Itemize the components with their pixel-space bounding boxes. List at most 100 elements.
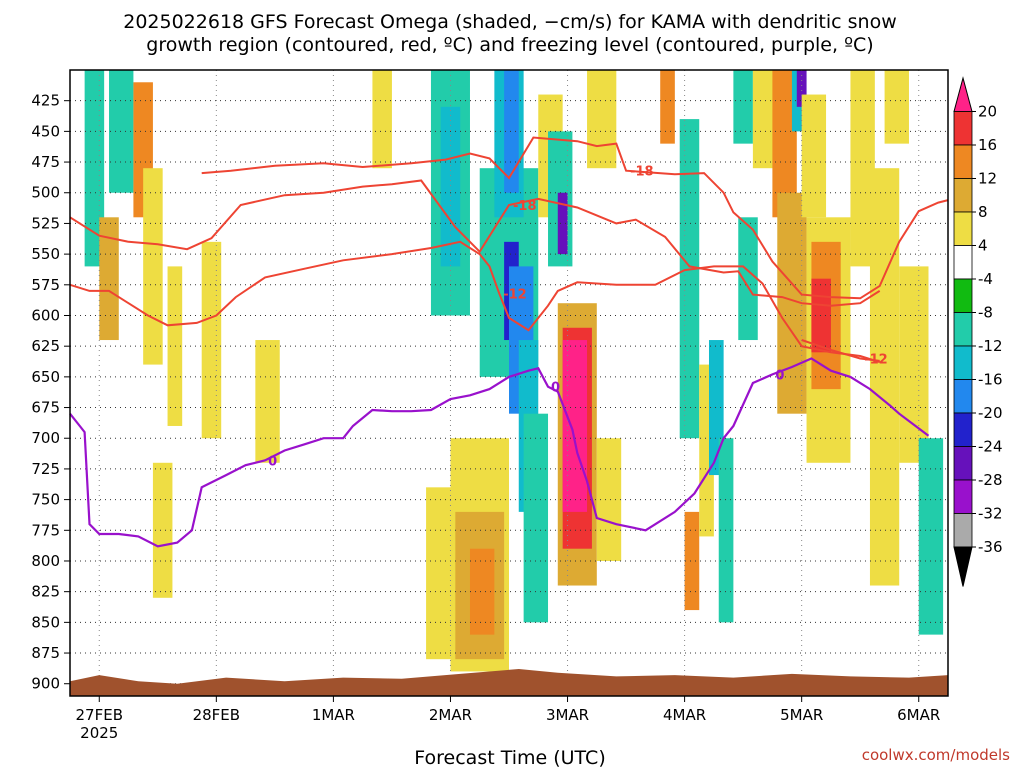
colorbar-segment (953, 178, 973, 213)
chart-title-line-1: 2025022618 GFS Forecast Omega (shaded, −… (123, 11, 897, 33)
y-tick-label: 775 (31, 521, 60, 539)
y-tick-label: 700 (31, 429, 60, 447)
omega-cell (918, 438, 944, 635)
colorbar-label: 16 (978, 136, 997, 154)
omega-cell (660, 70, 675, 144)
omega-cell (99, 217, 119, 341)
chart-title-line-2: growth region (contoured, red, ºC) and f… (146, 34, 873, 56)
freezing-level-line (69, 357, 930, 548)
omega-shading (84, 70, 944, 672)
colorbar-label: -36 (978, 538, 1003, 556)
x-axis-label: Forecast Time (UTC) (414, 747, 605, 768)
colorbar-label: -16 (978, 371, 1003, 389)
x-tick-label: 6MAR (897, 706, 940, 724)
omega-cell (738, 217, 758, 341)
dsgz-contour-line (69, 179, 881, 307)
colorbar-label: -8 (978, 304, 993, 322)
y-tick-label: 875 (31, 644, 60, 662)
omega-cell (152, 462, 173, 598)
omega-cell (562, 340, 588, 512)
x-tick-year-label: 2025 (80, 724, 118, 742)
x-tick-label: 1MAR (312, 706, 355, 724)
y-tick-label: 550 (31, 245, 60, 263)
colorbar-segment (953, 345, 973, 380)
colorbar-segment (953, 446, 973, 481)
y-tick-label: 625 (31, 337, 60, 355)
y-axis-ticks: 425 450 475 500 525 550 575 600 625 650 675 700 725 7… (31, 92, 70, 693)
colorbar: 20 16 12 8 4 -4 -8 -12 -16 -20 -24 -28 -32 -36 (953, 76, 1003, 587)
dsgz-contour-label: -12 (864, 352, 888, 367)
omega-cell (372, 70, 392, 169)
colorbar-segment (953, 76, 973, 112)
x-tick-label: 28FEB (193, 706, 240, 724)
x-tick-label: 2MAR (429, 706, 472, 724)
dsgz-contour-line (69, 240, 880, 364)
y-tick-label: 575 (31, 276, 60, 294)
omega-cell (884, 70, 909, 144)
omega-cell (109, 70, 134, 193)
plot-frame (69, 69, 949, 697)
y-tick-label: 750 (31, 491, 60, 509)
colorbar-segment (953, 144, 973, 179)
omega-cell (201, 241, 222, 439)
omega-cell (426, 487, 451, 660)
freezing-level-label: 0 (551, 381, 560, 396)
dsgz-contour-label: -18 (630, 165, 654, 180)
y-tick-label: 725 (31, 460, 60, 478)
x-tick-label: 3MAR (546, 706, 589, 724)
dsgz-contour-line (201, 136, 949, 300)
omega-cell (899, 266, 929, 463)
omega-cell (143, 168, 163, 365)
omega-cell (84, 70, 105, 267)
colorbar-segment (953, 412, 973, 447)
colorbar-segment (953, 546, 973, 587)
omega-cell (869, 168, 900, 586)
x-tick-label: 4MAR (663, 706, 706, 724)
omega-cell (733, 70, 753, 144)
colorbar-label: 4 (978, 237, 988, 255)
omega-cell (796, 70, 807, 107)
terrain-area (70, 669, 948, 696)
colorbar-segment (953, 379, 973, 414)
y-tick-label: 425 (31, 92, 60, 110)
omega-cell (167, 266, 183, 426)
dsgz-contour-label: -18 (513, 199, 537, 214)
colorbar-segment (953, 245, 973, 280)
y-tick-label: 650 (31, 368, 60, 386)
terrain-fill (70, 669, 948, 696)
y-tick-label: 450 (31, 122, 60, 140)
omega-cell (587, 70, 617, 169)
dsgz-contour-label: -12 (503, 287, 527, 302)
y-tick-label: 900 (31, 675, 60, 693)
source-credit: coolwx.com/models (862, 746, 1010, 764)
y-tick-label: 850 (31, 613, 60, 631)
freezing-level-label: 0 (268, 454, 277, 469)
omega-cell (811, 278, 831, 353)
dsgz-contour-line (801, 339, 880, 362)
x-tick-label: 5MAR (780, 706, 823, 724)
y-tick-label: 675 (31, 399, 60, 417)
x-tick-label: 27FEB (76, 706, 123, 724)
freezing-level-label: 0 (775, 368, 784, 383)
omega-cell (523, 413, 549, 623)
colorbar-label: -28 (978, 471, 1003, 489)
y-tick-label: 500 (31, 184, 60, 202)
omega-cell (255, 340, 280, 463)
colorbar-segment (953, 278, 973, 313)
colorbar-segment (953, 211, 973, 246)
colorbar-label: -32 (978, 505, 1003, 523)
colorbar-segment (953, 312, 973, 347)
omega-cell (718, 438, 734, 623)
contour-lines: -18 -18 -12 -12 0 0 0 (69, 136, 949, 548)
omega-cell (801, 94, 827, 218)
x-axis-ticks: 27FEB 28FEB 1MAR 2MAR 3MAR 4MAR 5MAR 6MAR 2025 (76, 696, 940, 742)
y-tick-label: 600 (31, 306, 60, 324)
colorbar-segment (953, 111, 973, 146)
colorbar-label: -20 (978, 404, 1003, 422)
y-tick-label: 475 (31, 153, 60, 171)
colorbar-segment (953, 513, 973, 548)
y-tick-label: 800 (31, 552, 60, 570)
colorbar-label: 8 (978, 203, 988, 221)
colorbar-label: -24 (978, 438, 1003, 456)
